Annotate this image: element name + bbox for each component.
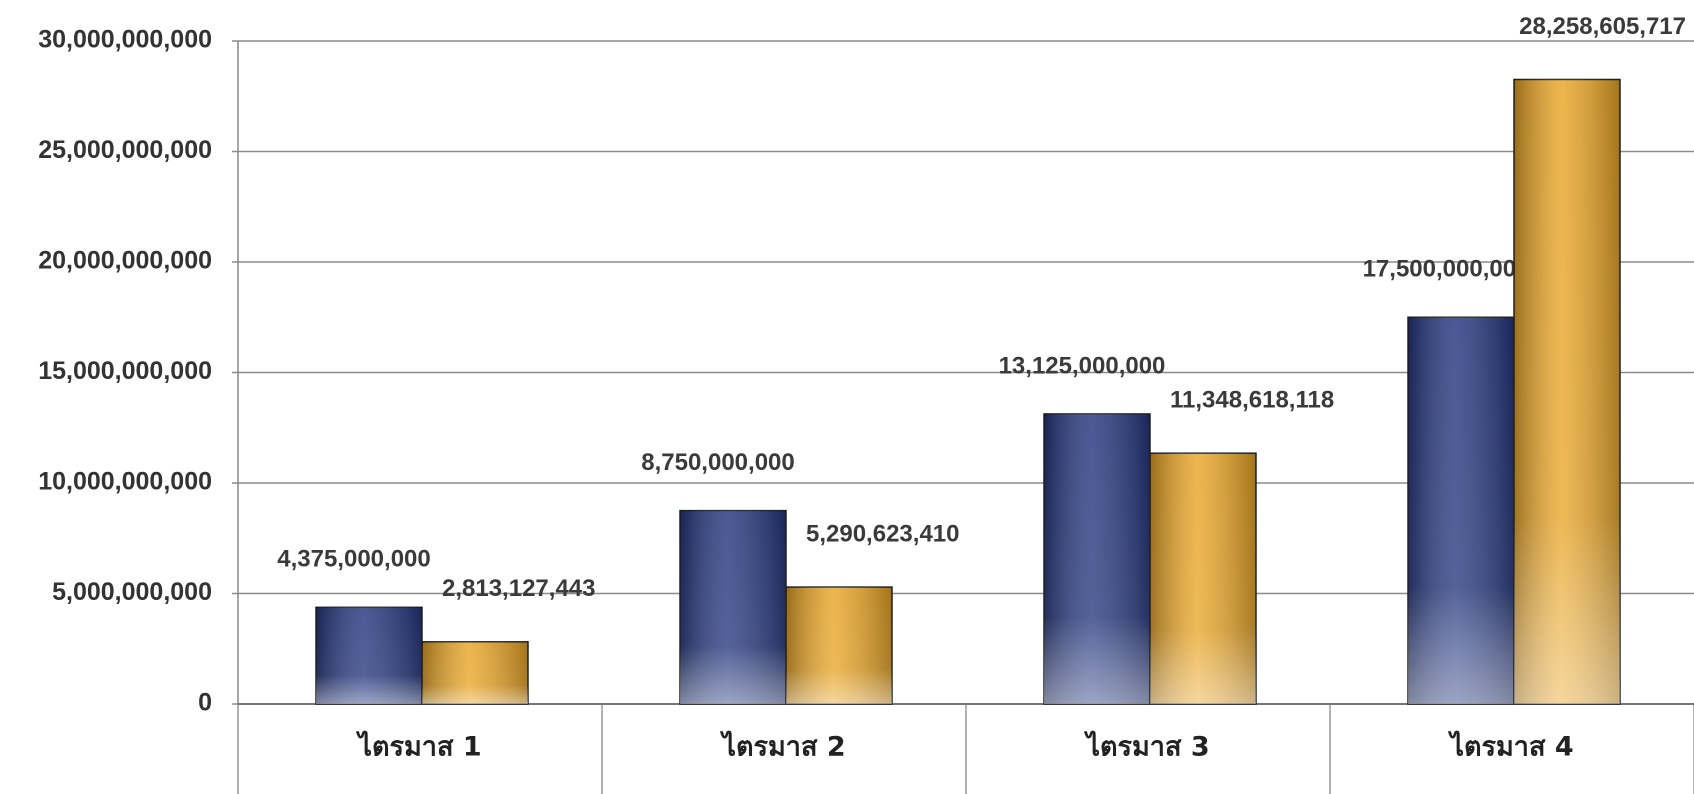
y-tick-label: 0 [198,689,212,717]
y-tick-label: 10,000,000,000 [38,468,212,496]
bar [1407,316,1515,705]
y-tick-label: 5,000,000,000 [52,578,212,606]
x-tick-label: ไตรมาส 3 [1083,731,1209,763]
bar [1043,413,1151,705]
bar [315,606,423,705]
bar [679,509,787,705]
x-tick-label: ไตรมาส 4 [1447,731,1573,763]
x-tick-label: ไตรมาส 2 [719,731,845,763]
y-tick-label: 15,000,000,000 [38,357,212,385]
y-tick-label: 25,000,000,000 [38,136,212,164]
bar [421,641,529,705]
y-tick-label: 30,000,000,000 [38,26,212,54]
y-tick-label: 20,000,000,000 [38,247,212,275]
x-tick-label: ไตรมาส 1 [355,731,481,763]
bar [1513,78,1621,705]
data-label: 11,348,618,118 [1170,387,1334,414]
data-label: 8,750,000,000 [641,449,794,476]
bar [1149,452,1257,705]
bar [785,586,893,705]
data-label: 13,125,000,000 [999,352,1166,379]
data-label: 2,813,127,443 [442,575,595,602]
data-label: 17,500,000,000 [1363,256,1530,283]
data-label: 4,375,000,000 [277,546,430,573]
data-label: 5,290,623,410 [806,520,959,547]
data-label: 28,258,605,717 [1519,13,1686,40]
